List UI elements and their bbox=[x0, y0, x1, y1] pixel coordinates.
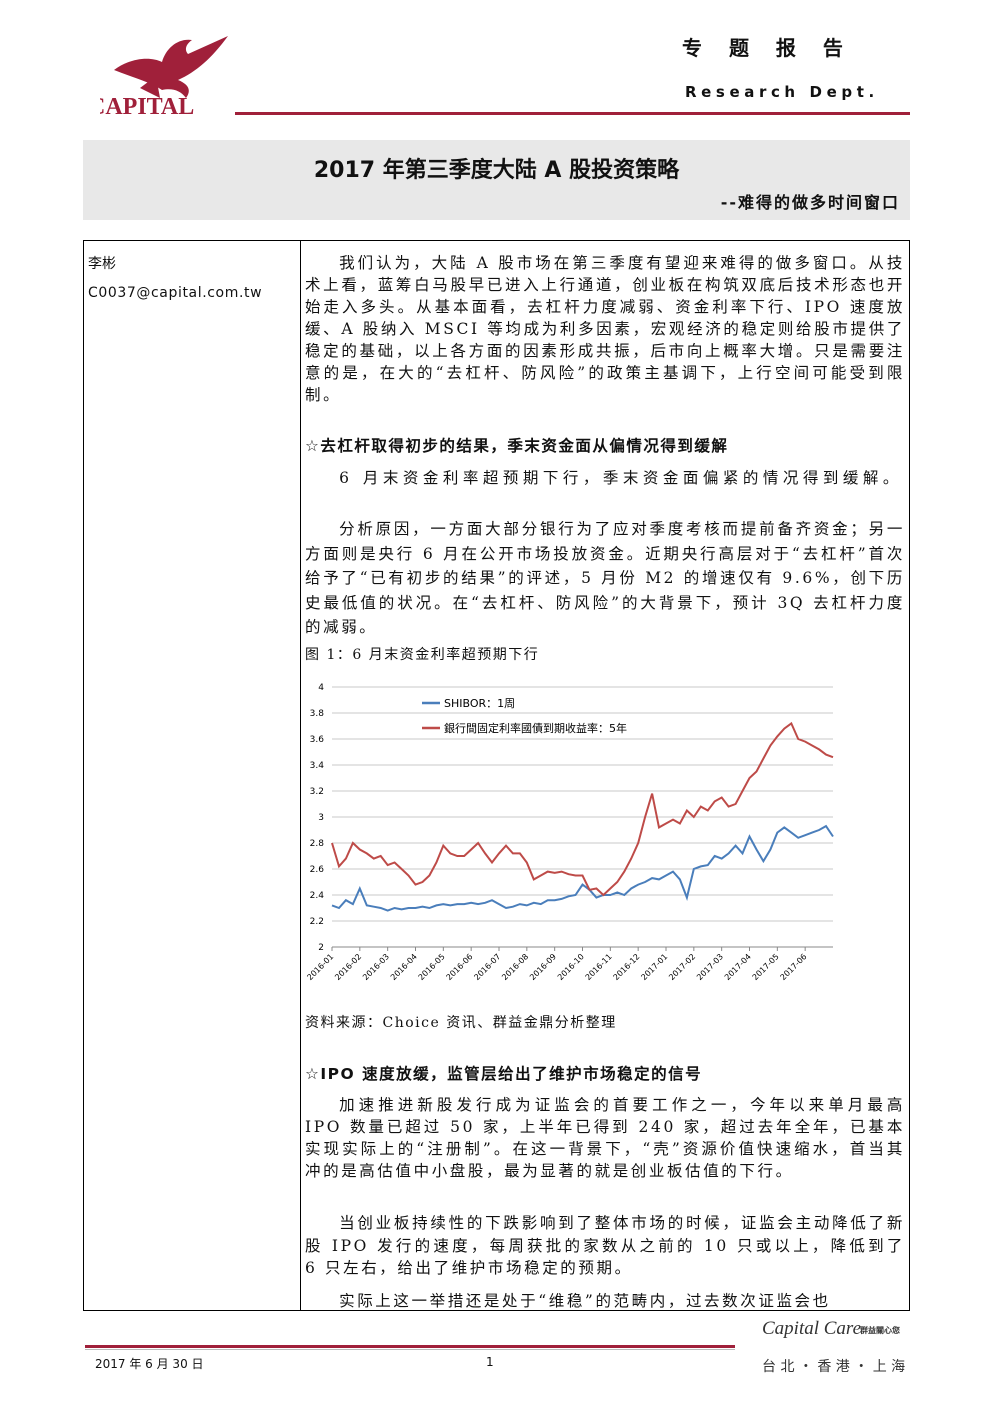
line-series bbox=[331, 824, 834, 912]
x-tick-label: 2016-11 bbox=[584, 952, 614, 982]
header-dept: Research Dept. bbox=[685, 83, 879, 101]
paragraph: 加速推进新股发行成为证监会的首要工作之一，今年以来单月最高 IPO 数量已超过 … bbox=[305, 1096, 905, 1180]
x-tick-label: 2016-04 bbox=[389, 952, 419, 982]
column-divider bbox=[300, 240, 301, 1310]
x-tick-label: 2017-04 bbox=[723, 952, 753, 982]
x-tick-label: 2016-09 bbox=[528, 952, 558, 982]
x-tick-label: 2017-01 bbox=[639, 952, 669, 982]
x-tick-label: 2016-05 bbox=[417, 952, 447, 982]
y-tick-label: 2.8 bbox=[310, 839, 325, 849]
footer-brand: Capital Care bbox=[762, 1318, 862, 1339]
y-tick-label: 3 bbox=[318, 813, 324, 823]
figure-source: 资料来源：Choice 资讯、群益金鼎分析整理 bbox=[305, 1015, 617, 1031]
author-email: C0037@capital.com.tw bbox=[88, 285, 263, 301]
footer-rule-thin bbox=[85, 1349, 735, 1350]
y-tick-label: 2.6 bbox=[310, 865, 325, 875]
y-tick-label: 2.4 bbox=[310, 891, 325, 901]
report-subtitle: --难得的做多时间窗口 bbox=[720, 193, 900, 212]
x-tick-label: 2016-07 bbox=[472, 952, 502, 982]
x-tick-label: 2017-02 bbox=[667, 952, 697, 982]
report-title: 2017 年第三季度大陆 A 股投资策略 bbox=[313, 158, 680, 183]
x-tick-label: 2016-06 bbox=[445, 952, 475, 982]
logo-mark bbox=[140, 76, 160, 98]
paragraph: 实际上这一举措还是处于“维稳”的范畴内，过去数次证监会也 bbox=[339, 1292, 831, 1309]
footer-slogan: 群益關心您 bbox=[860, 1326, 900, 1335]
content-box bbox=[83, 240, 910, 1311]
header-title: 专 题 报 告 bbox=[682, 36, 853, 60]
y-tick-label: 4 bbox=[318, 683, 324, 693]
figure-caption: 图 1：6 月末资金利率超预期下行 bbox=[305, 647, 540, 663]
footer-rule bbox=[85, 1345, 735, 1348]
y-tick-label: 3.6 bbox=[310, 735, 325, 745]
y-tick-label: 3.2 bbox=[310, 787, 324, 797]
chart: 22.22.42.62.833.23.43.63.842016-012016-0… bbox=[305, 683, 834, 982]
x-tick-label: 2017-05 bbox=[751, 952, 781, 982]
page-number: 1 bbox=[486, 1355, 494, 1369]
footer-cities: 台 北 ・ 香 港 ・ 上 海 bbox=[762, 1359, 906, 1375]
logo-bird bbox=[114, 36, 228, 98]
section-heading: ☆IPO 速度放缓，监管层给出了维护市场稳定的信号 bbox=[305, 1065, 703, 1083]
x-tick-label: 2016-10 bbox=[556, 952, 586, 982]
paragraph: 我们认为，大陆 A 股市场在第三季度有望迎来难得的做多窗口。从技术上看，蓝筹白马… bbox=[305, 254, 905, 404]
x-tick-label: 2017-06 bbox=[779, 952, 809, 982]
x-tick-label: 2016-01 bbox=[305, 952, 335, 982]
y-tick-label: 3.4 bbox=[310, 761, 325, 771]
header-rule bbox=[235, 112, 910, 115]
y-tick-label: 3.8 bbox=[310, 709, 325, 719]
line-series bbox=[331, 721, 834, 897]
logo: CAPITAL bbox=[100, 36, 228, 120]
x-tick-label: 2017-03 bbox=[695, 952, 725, 982]
footer-date: 2017 年 6 月 30 日 bbox=[95, 1357, 204, 1371]
x-tick-label: 2016-03 bbox=[361, 952, 391, 982]
x-tick-label: 2016-08 bbox=[500, 952, 530, 982]
logo-text: CAPITAL bbox=[100, 94, 194, 120]
author-name: 李彬 bbox=[88, 256, 116, 272]
section-heading: ☆去杠杆取得初步的结果，季末资金面从偏情况得到缓解 bbox=[305, 437, 729, 455]
legend-label: SHIBOR：1周 bbox=[444, 697, 515, 710]
x-tick-label: 2016-02 bbox=[333, 952, 363, 982]
paragraph: 6 月末资金利率超预期下行，季末资金面偏紧的情况得到缓解。 bbox=[339, 469, 903, 487]
y-tick-label: 2 bbox=[318, 943, 324, 953]
x-tick-label: 2016-12 bbox=[612, 952, 642, 982]
legend-label: 銀行間固定利率國債到期收益率：5年 bbox=[444, 721, 627, 735]
y-tick-label: 2.2 bbox=[310, 917, 324, 927]
paragraph: 分析原因，一方面大部分银行为了应对季度考核而提前备齐资金；另一方面则是央行 6 … bbox=[305, 520, 905, 636]
paragraph: 当创业板持续性的下跌影响到了整体市场的时候，证监会主动降低了新股 IPO 发行的… bbox=[305, 1214, 905, 1277]
title-box bbox=[83, 140, 910, 220]
